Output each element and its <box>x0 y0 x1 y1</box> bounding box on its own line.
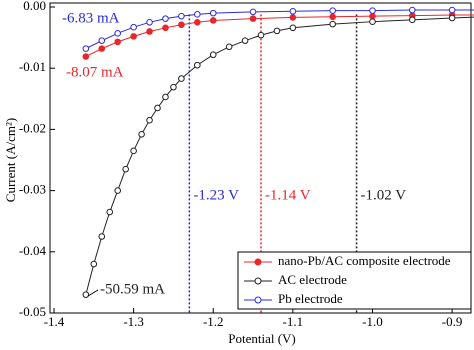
data-point <box>114 187 121 194</box>
data-point <box>257 31 265 39</box>
y-tick-label: 0.00 <box>23 0 46 13</box>
data-point <box>146 116 153 124</box>
data-point <box>249 8 257 16</box>
data-point <box>130 147 137 155</box>
data-point <box>209 17 217 24</box>
data-point <box>98 233 106 240</box>
data-point <box>114 30 121 37</box>
data-point <box>289 24 297 32</box>
y-tick-label: -0.05 <box>19 304 46 319</box>
data-point <box>369 18 376 25</box>
data-point <box>82 53 90 60</box>
data-point <box>241 37 249 44</box>
series-line <box>85 14 474 58</box>
data-point <box>154 104 161 112</box>
data-point <box>170 83 177 91</box>
data-point <box>114 38 121 46</box>
data-point <box>408 16 416 24</box>
data-point <box>194 61 201 69</box>
data-point <box>249 15 257 22</box>
data-point <box>82 45 90 52</box>
data-point <box>408 6 416 14</box>
data-point <box>130 23 137 31</box>
reference-label: -1.14 V <box>265 187 311 203</box>
data-point <box>98 37 106 44</box>
y-tick-label: -0.04 <box>19 243 47 258</box>
data-point <box>178 12 185 20</box>
data-point <box>146 28 153 35</box>
data-point <box>209 51 217 59</box>
data-point <box>178 75 185 82</box>
y-tick-label: -0.01 <box>19 59 46 74</box>
annotation: -8.07 mA <box>66 64 124 80</box>
x-tick-label: -1.3 <box>123 314 144 329</box>
data-point <box>162 15 169 22</box>
annotation-arrow <box>87 289 99 297</box>
y-tick-label: -0.03 <box>19 182 46 197</box>
reference-label: -1.02 V <box>361 187 407 203</box>
annotation: -6.83 mA <box>62 10 120 26</box>
data-point <box>138 130 145 138</box>
series-line <box>85 9 474 50</box>
x-tick-label: -0.9 <box>442 314 463 329</box>
data-point <box>162 93 169 101</box>
data-point <box>329 7 336 14</box>
x-tick-label: -1.0 <box>362 314 383 329</box>
legend-marker <box>254 258 262 266</box>
annotation: -50.59 mA <box>100 281 165 297</box>
data-point <box>448 14 456 22</box>
legend-box <box>237 251 472 310</box>
y-tick-label: -0.02 <box>19 120 46 135</box>
x-tick-label: -1.4 <box>44 314 65 329</box>
data-point <box>289 14 297 21</box>
data-point <box>273 27 281 35</box>
data-point <box>209 9 217 17</box>
data-point <box>130 33 137 40</box>
data-point <box>329 20 336 28</box>
data-point <box>194 11 201 18</box>
data-point <box>329 13 336 21</box>
plot-frame <box>49 2 472 314</box>
data-point <box>82 291 90 298</box>
data-point <box>162 24 169 32</box>
data-point <box>146 19 153 26</box>
y-axis-title: Current (A/cm²) <box>3 118 18 202</box>
legend-marker <box>254 277 262 285</box>
legend-label: AC electrode <box>278 272 347 287</box>
data-point <box>194 19 201 26</box>
reference-label: -1.23 V <box>193 187 239 203</box>
legend-label: Pb electrode <box>278 291 343 306</box>
x-axis-title: Potential (V) <box>228 331 296 346</box>
data-point <box>106 208 114 216</box>
legend-marker <box>254 296 262 304</box>
legend-label: nano-Pb/AC composite electrode <box>278 253 451 268</box>
data-point <box>289 7 297 15</box>
data-point <box>98 45 106 52</box>
x-tick-label: -1.1 <box>283 314 304 329</box>
data-point <box>448 6 456 14</box>
data-point <box>369 7 376 14</box>
data-point <box>225 43 233 51</box>
data-point <box>122 165 129 173</box>
data-point <box>369 12 376 20</box>
x-tick-label: -1.2 <box>203 314 224 329</box>
data-point <box>90 260 98 268</box>
data-point <box>178 21 185 29</box>
